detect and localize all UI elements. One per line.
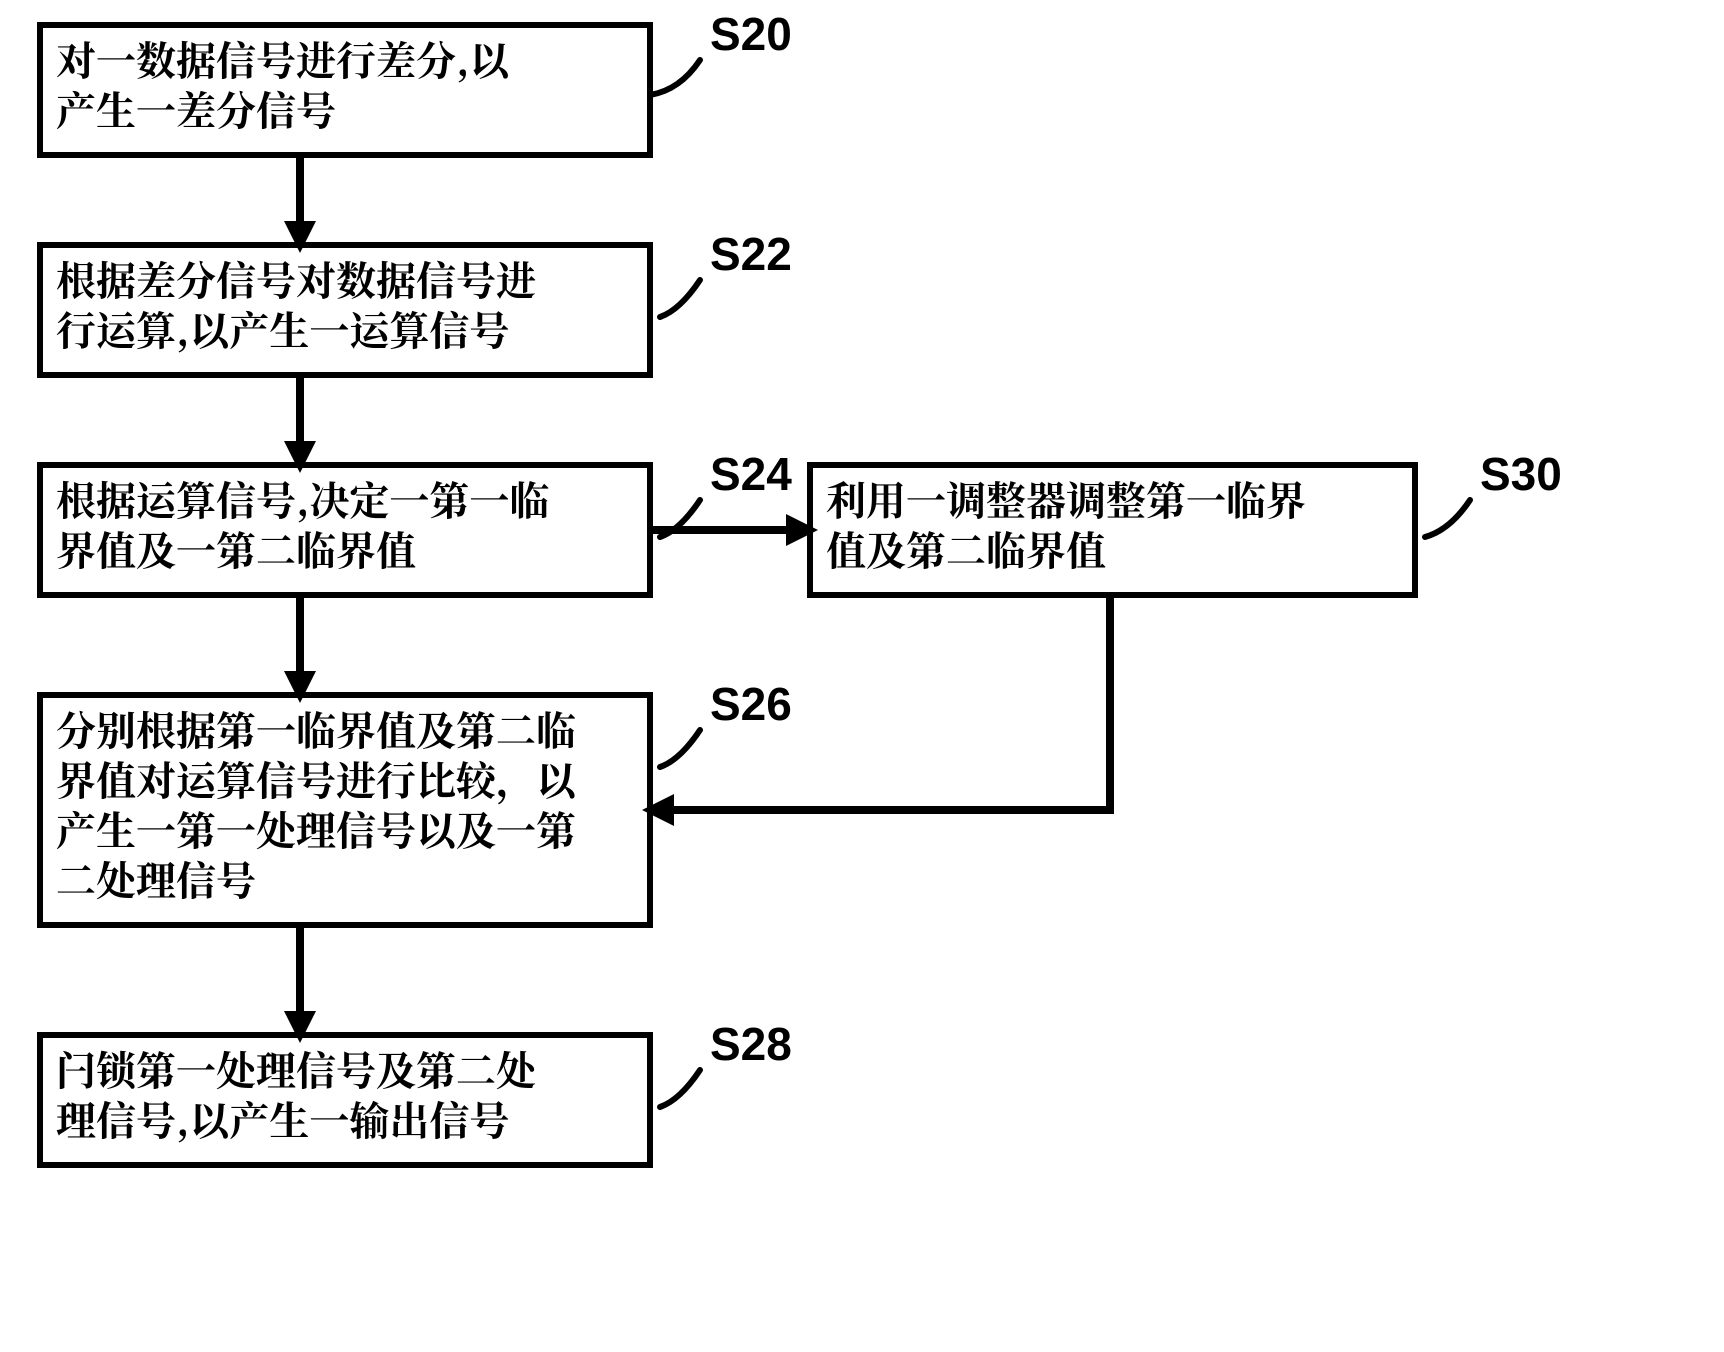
label-pointer bbox=[660, 1070, 700, 1107]
flow-step-text: 根据运算信号,决定一第一临 bbox=[56, 470, 549, 527]
flow-step-text: 根据差分信号对数据信号进 bbox=[56, 250, 536, 307]
label-pointer bbox=[650, 60, 700, 95]
flow-step-text: 闩锁第一处理信号及第二处 bbox=[56, 1040, 538, 1097]
flow-step-text: 行运算,以产生一运算信号 bbox=[56, 300, 509, 357]
flow-step-text: 利用一调整器调整第一临界 bbox=[826, 470, 1306, 527]
flow-step-text: 产生一第一处理信号以及一第 bbox=[56, 800, 576, 857]
flow-step-text: 界值对运算信号进行比较，以 bbox=[56, 750, 579, 807]
flow-step-text: 二处理信号 bbox=[56, 850, 256, 907]
label-pointer bbox=[1425, 500, 1470, 537]
flow-step-text: 值及第二临界值 bbox=[826, 520, 1106, 577]
flow-step-text: 理信号,以产生一输出信号 bbox=[56, 1090, 509, 1147]
flow-step-text: 对一数据信号进行差分,以 bbox=[56, 30, 512, 87]
flow-step-text: 分别根据第一临界值及第二临 bbox=[56, 700, 576, 757]
step-label-s26: S26 bbox=[710, 678, 792, 730]
step-label-s28: S28 bbox=[710, 1018, 792, 1070]
step-label-s20: S20 bbox=[710, 8, 792, 60]
flow-step-text: 界值及一第二临界值 bbox=[56, 520, 416, 577]
step-label-s24: S24 bbox=[710, 448, 792, 500]
step-label-s22: S22 bbox=[710, 228, 792, 280]
flow-step-text: 产生一差分信号 bbox=[56, 80, 336, 137]
step-label-s30: S30 bbox=[1480, 448, 1562, 500]
label-pointer bbox=[660, 280, 700, 317]
label-pointer bbox=[660, 730, 700, 767]
